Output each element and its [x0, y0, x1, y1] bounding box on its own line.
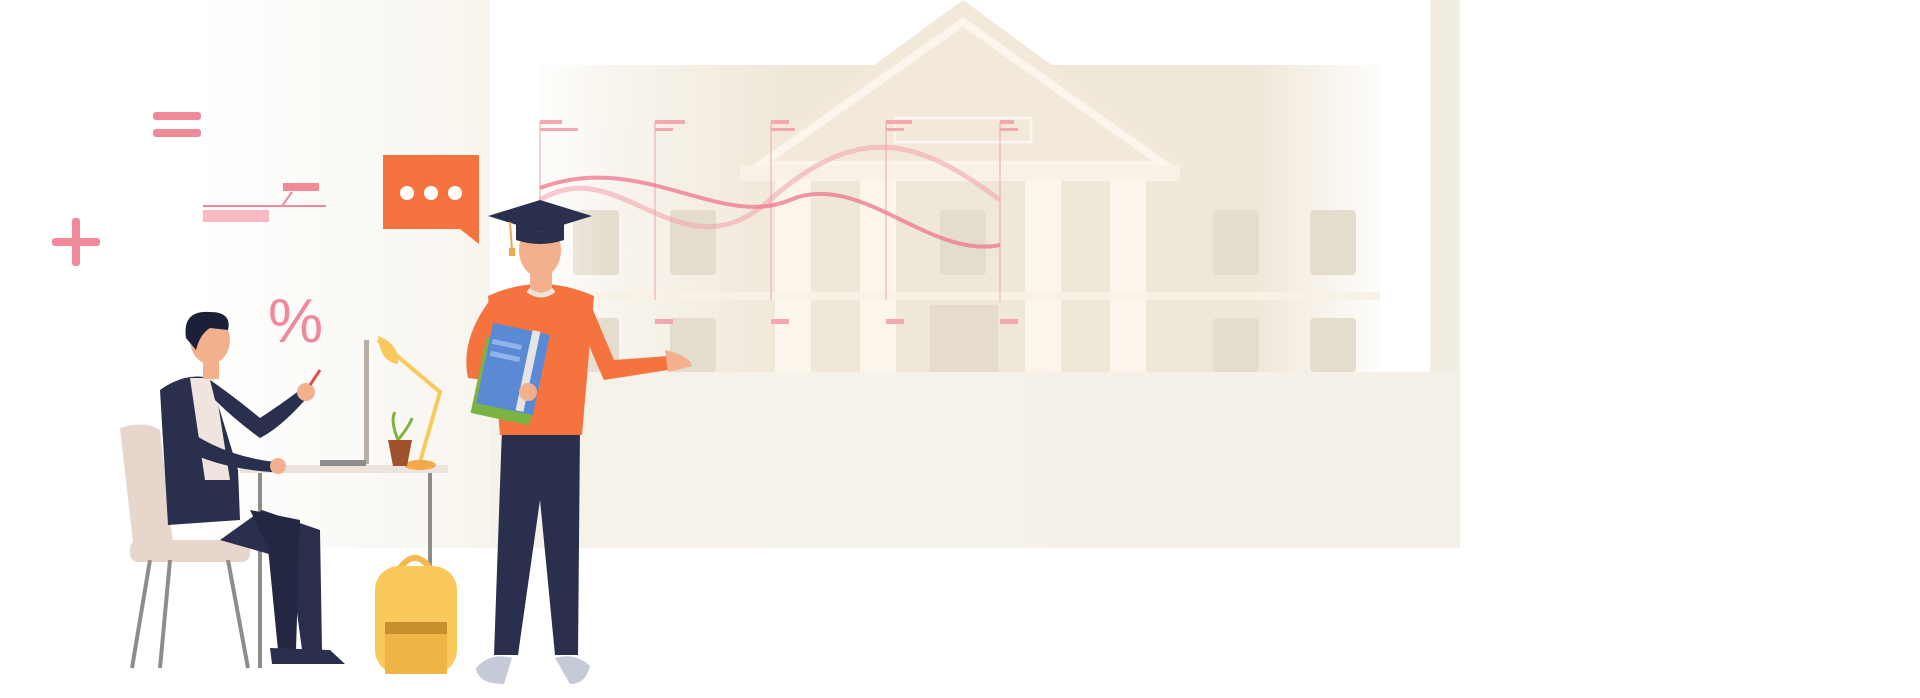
backpack-icon — [375, 555, 457, 674]
chair — [120, 424, 250, 669]
graduate-student — [466, 223, 692, 684]
data-graph — [538, 120, 1018, 324]
university-building — [540, 0, 1380, 372]
equals-icon — [153, 112, 201, 137]
seated-businessman — [160, 311, 345, 664]
desk-lamp-icon — [376, 336, 443, 470]
chat-bubble-icon — [383, 155, 479, 244]
percent-icon: % — [268, 287, 323, 356]
desk — [240, 465, 448, 668]
computer-monitor — [320, 340, 369, 466]
mini-chart — [203, 183, 326, 222]
plant-icon — [388, 411, 414, 466]
plus-icon — [52, 218, 100, 266]
graduation-cap-icon — [488, 200, 592, 256]
